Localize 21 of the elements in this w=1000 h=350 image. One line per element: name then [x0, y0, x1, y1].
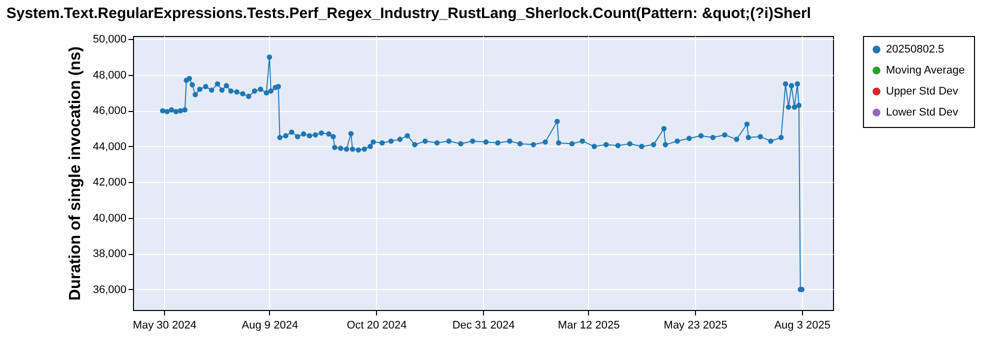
legend-label: Upper Std Dev [886, 86, 959, 98]
x-tick-label: May 30 2024 [132, 320, 196, 332]
y-tick-label: 40,000 [92, 212, 126, 224]
y-tick-label: 46,000 [92, 105, 126, 118]
legend-label: 20250802.5 [886, 44, 944, 56]
y-tick-label: 38,000 [92, 248, 126, 260]
legend-label: Moving Average [886, 64, 965, 76]
y-tick-label: 44,000 [92, 140, 126, 153]
x-tick-label: Dec 31 2024 [452, 320, 515, 332]
y-axis-title: Duration of single invocation (ns) [66, 46, 84, 301]
x-tick-label: Aug 3 2025 [774, 320, 830, 332]
x-tick-label: Oct 20 2024 [346, 320, 407, 332]
y-tick-label: 48,000 [92, 69, 126, 82]
x-tick-label: Aug 9 2024 [242, 320, 298, 332]
chart-title: System.Text.RegularExpressions.Tests.Perf_Regex_Industry_RustLang_Sherlock.Count(Pattern: &quot;(?i)Sherl [6, 5, 811, 22]
y-tick-label: 50,000 [92, 34, 126, 46]
y-tick-label: 42,000 [92, 176, 126, 189]
x-tick-label: Mar 12 2025 [558, 320, 620, 332]
legend-label: Lower Std Dev [886, 106, 959, 118]
x-tick-label: May 23 2025 [664, 320, 728, 332]
y-tick-label: 36,000 [92, 284, 126, 296]
